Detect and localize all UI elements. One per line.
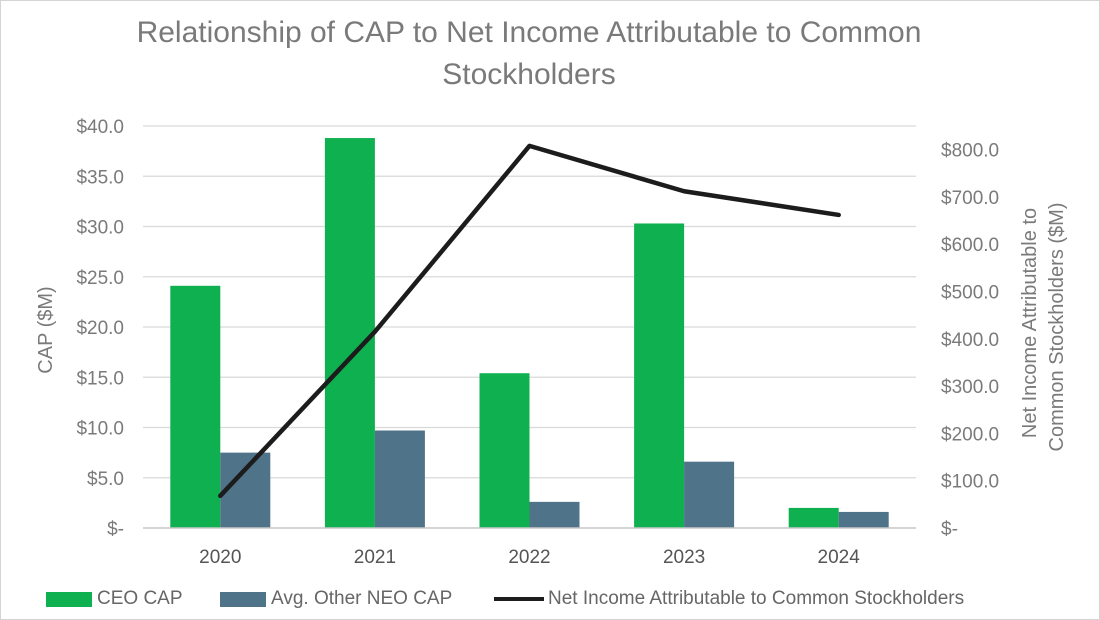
y-right-tick-label: $200.0 xyxy=(941,424,999,445)
chart-title-line-2: Stockholders xyxy=(442,58,616,91)
y-right-tick-label: $300.0 xyxy=(941,377,999,398)
y-left-tick-label: $20.0 xyxy=(76,318,124,339)
y-right-axis-label-line-1: Net Income Attributable to xyxy=(1019,208,1041,438)
x-tick-label: 2024 xyxy=(818,547,861,568)
x-tick-label: 2020 xyxy=(199,547,241,568)
y-left-tick-label: $35.0 xyxy=(76,167,124,188)
x-tick-label: 2021 xyxy=(354,547,396,568)
net-income-line-layer xyxy=(218,143,841,499)
y-left-tick-label: $10.0 xyxy=(76,419,124,440)
legend-item-neo-cap: Avg. Other NEO CAP xyxy=(220,586,452,612)
y-left-tick-label: $- xyxy=(107,519,124,540)
legend-label-net-income: Net Income Attributable to Common Stockh… xyxy=(548,588,965,609)
bar-avg-other-neo-cap xyxy=(529,501,580,528)
y-right-tick-label: $500.0 xyxy=(941,283,999,304)
y-right-tick-label: $800.0 xyxy=(941,141,999,162)
legend-swatch-ceo-cap xyxy=(46,591,92,607)
y-right-axis-label-line-2: Common Stockholders ($M) xyxy=(1046,203,1068,452)
y-right-tick-label: $600.0 xyxy=(941,235,999,256)
bar-ceo-cap xyxy=(788,507,839,528)
y-left-tick-label: $15.0 xyxy=(76,368,124,389)
legend-label-neo-cap: Avg. Other NEO CAP xyxy=(271,588,453,609)
bars xyxy=(170,138,889,529)
bar-ceo-cap xyxy=(634,223,685,529)
legend-item-net-income: Net Income Attributable to Common Stockh… xyxy=(494,586,964,612)
y-right-tick-label: $- xyxy=(941,519,958,540)
y-left-tick-label: $25.0 xyxy=(76,268,124,289)
bar-avg-other-neo-cap xyxy=(374,430,425,528)
y-right-tick-label: $700.0 xyxy=(941,188,999,209)
bar-ceo-cap xyxy=(324,138,375,528)
legend-item-ceo-cap: CEO CAP xyxy=(46,586,183,612)
y-left-tick-label: $40.0 xyxy=(76,117,124,138)
legend-label-ceo-cap: CEO CAP xyxy=(97,588,183,609)
y-left-tick-label: $5.0 xyxy=(87,469,124,490)
bar-avg-other-neo-cap xyxy=(220,452,271,528)
y-left-tick-label: $30.0 xyxy=(76,218,124,239)
y-right-tick-label: $100.0 xyxy=(941,472,999,493)
x-tick-label: 2023 xyxy=(663,547,705,568)
bar-avg-other-neo-cap xyxy=(838,511,889,528)
axes: $- $5.0 $10.0 $15.0 $20.0 $25.0 $30.0 $35.0 $40.… xyxy=(76,117,999,568)
legend-swatch-net-income xyxy=(494,597,544,601)
y-left-axis-label: CAP ($M) xyxy=(35,286,57,373)
bar-ceo-cap xyxy=(170,285,221,528)
y-right-tick-label: $400.0 xyxy=(941,330,999,351)
chart-title-line-1: Relationship of CAP to Net Income Attrib… xyxy=(136,16,922,49)
x-tick-label: 2022 xyxy=(508,547,550,568)
bar-avg-other-neo-cap xyxy=(684,461,735,528)
bar-ceo-cap xyxy=(479,373,530,528)
legend-swatch-neo-cap xyxy=(220,591,266,607)
